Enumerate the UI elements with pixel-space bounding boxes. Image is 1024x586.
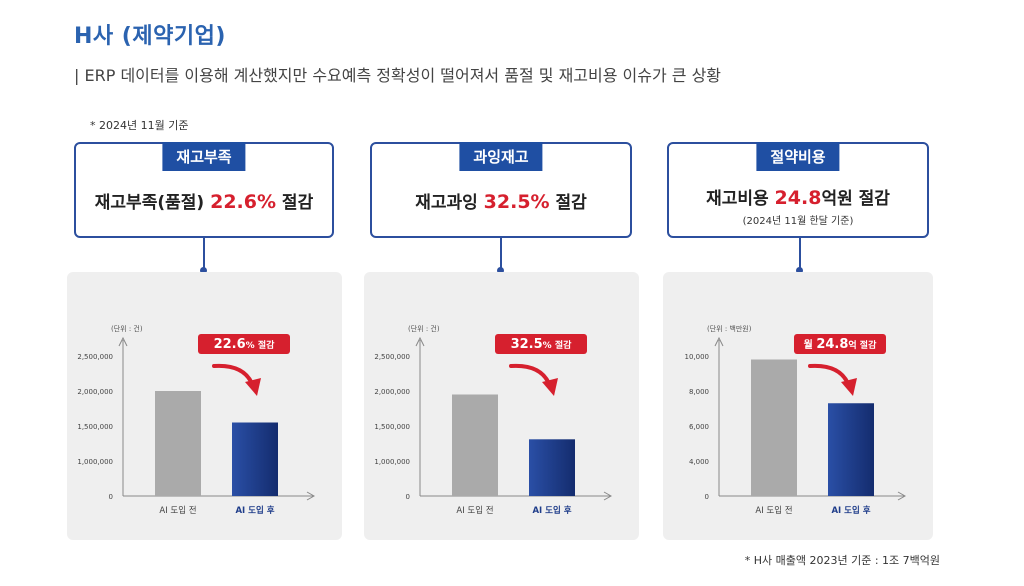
x-axis-arrow — [897, 491, 907, 501]
x-axis-arrow — [603, 491, 613, 501]
bar-after — [529, 439, 575, 496]
bar-chart-shortage: (단위 : 건) 0 1,000,000 1,500,000 2,000,000 2,50… — [77, 324, 316, 516]
y-tick-label: 0 — [406, 493, 410, 501]
y-axis-arrow — [714, 336, 724, 347]
chart-panel-savings: (단위 : 백만원) 0 4,000 6,000 8,000 10,000 AI 도입 전 A… — [663, 272, 933, 540]
card-highlight-value: 24.8 — [774, 187, 822, 209]
unit-label: (단위 : 건) — [408, 324, 440, 333]
card-connector — [799, 238, 801, 270]
card-headline: 재고부족(품절) 22.6% 절감 — [94, 191, 314, 213]
y-axis-arrow — [118, 336, 128, 347]
y-tick-label: 1,500,000 — [374, 423, 410, 431]
x-category-label: AI 도입 후 — [532, 505, 571, 516]
bar-before — [751, 359, 797, 496]
summary-card-savings: 절약비용 재고비용 24.8억원 절감 (2024년 11월 한달 기준) — [667, 142, 929, 238]
y-tick-label: 2,000,000 — [77, 388, 113, 396]
y-tick-label: 6,000 — [689, 423, 709, 431]
date-note: * 2024년 11월 기준 — [90, 119, 189, 132]
callout-badge — [495, 334, 587, 354]
footnote: * H사 매출액 2023년 기준 : 1조 7백억원 — [744, 554, 940, 567]
bar-before — [452, 394, 498, 496]
summary-card-shortage: 재고부족 재고부족(품절) 22.6% 절감 — [74, 142, 334, 238]
y-tick-label: 1,000,000 — [374, 458, 410, 466]
x-category-label: AI 도입 전 — [456, 505, 493, 516]
y-tick-label: 2,500,000 — [374, 353, 410, 361]
card-connector — [500, 238, 502, 270]
connector-dot — [796, 267, 803, 274]
connector-dot — [497, 267, 504, 274]
card-tag: 재고부족 — [162, 142, 246, 171]
callout-text: 22.6% 절감 — [214, 337, 276, 352]
chart-panel-shortage: (단위 : 건) 0 1,000,000 1,500,000 2,000,000 2,50… — [67, 272, 342, 540]
callout-text: 32.5% 절감 — [511, 337, 573, 352]
decrease-arrow-head — [841, 378, 857, 396]
x-category-label: AI 도입 전 — [755, 505, 792, 516]
y-tick-label: 0 — [109, 493, 113, 501]
callout-badge — [794, 334, 886, 354]
y-tick-label: 4,000 — [689, 458, 709, 466]
bar-after — [232, 422, 278, 496]
card-tag: 과잉재고 — [459, 142, 543, 171]
callout-badge — [198, 334, 290, 354]
bar-chart-savings: (단위 : 백만원) 0 4,000 6,000 8,000 10,000 AI 도입 전 A… — [685, 324, 907, 516]
bar-before — [155, 391, 201, 496]
card-headline: 재고과잉 32.5% 절감 — [415, 191, 587, 213]
chart-panel-overstock: (단위 : 건) 0 1,000,000 1,500,000 2,000,000 2,50… — [364, 272, 639, 540]
y-tick-label: 10,000 — [685, 353, 710, 361]
bar-chart-overstock: (단위 : 건) 0 1,000,000 1,500,000 2,000,000 2,50… — [374, 324, 613, 516]
card-highlight-value: 22.6% — [210, 191, 277, 213]
y-tick-label: 2,500,000 — [77, 353, 113, 361]
connector-dot — [200, 267, 207, 274]
card-tag: 절약비용 — [756, 142, 840, 171]
decrease-arrow-head — [542, 378, 558, 396]
x-category-label: AI 도입 후 — [235, 505, 274, 516]
card-highlight-value: 32.5% — [483, 191, 550, 213]
card-subnote: (2024년 11월 한달 기준) — [742, 216, 854, 227]
y-tick-label: 1,500,000 — [77, 423, 113, 431]
card-connector — [203, 238, 205, 270]
bar-after — [828, 403, 874, 496]
card-headline: 재고비용 24.8억원 절감 — [706, 187, 890, 209]
summary-card-overstock: 과잉재고 재고과잉 32.5% 절감 — [370, 142, 632, 238]
page-subtitle: | ERP 데이터를 이용해 계산했지만 수요예측 정확성이 떨어져서 품절 및… — [74, 66, 722, 85]
y-tick-label: 1,000,000 — [77, 458, 113, 466]
x-category-label: AI 도입 후 — [831, 505, 870, 516]
y-axis-arrow — [415, 336, 425, 347]
decrease-arrow-head — [245, 378, 261, 396]
unit-label: (단위 : 건) — [111, 324, 143, 333]
callout-text: 월 24.8억 절감 — [804, 337, 877, 352]
unit-label: (단위 : 백만원) — [707, 324, 752, 333]
y-tick-label: 8,000 — [689, 388, 709, 396]
x-axis-arrow — [306, 491, 316, 501]
page-title: H사 (제약기업) — [74, 24, 226, 49]
y-tick-label: 0 — [705, 493, 709, 501]
y-tick-label: 2,000,000 — [374, 388, 410, 396]
x-category-label: AI 도입 전 — [159, 505, 196, 516]
